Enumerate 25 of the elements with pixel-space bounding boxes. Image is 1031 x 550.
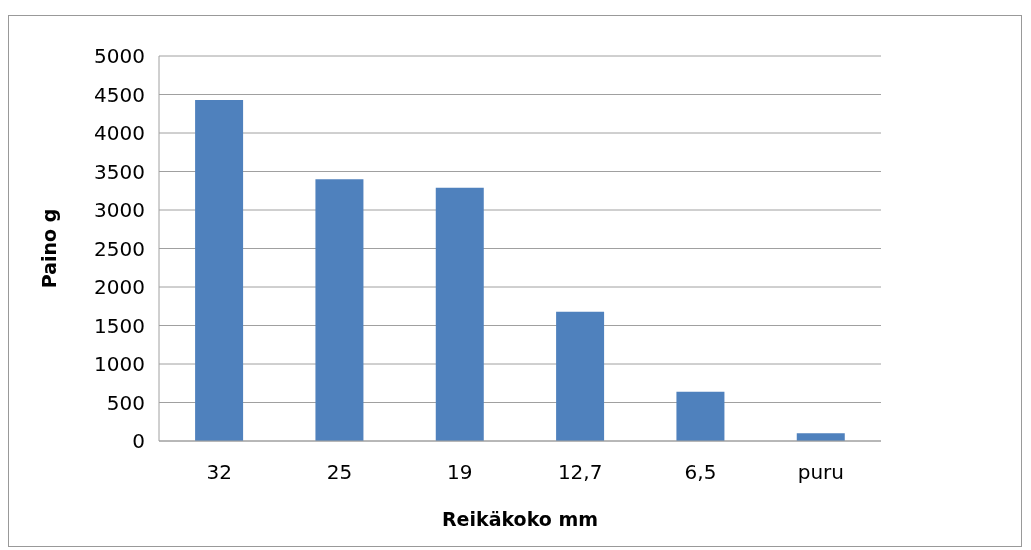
y-tick-label: 4500 xyxy=(94,82,145,107)
y-tick-label: 3500 xyxy=(94,159,145,184)
x-tick-label: 25 xyxy=(326,460,353,485)
bar xyxy=(796,433,845,441)
y-axis-title: Paino g xyxy=(37,208,60,289)
x-tick-label: 12,7 xyxy=(557,460,603,485)
bar xyxy=(556,311,605,441)
x-tick-label: 32 xyxy=(206,460,232,485)
y-tick-label: 0 xyxy=(132,429,145,454)
y-tick-label: 2500 xyxy=(94,236,145,261)
y-tick-label: 3000 xyxy=(94,198,145,223)
y-tick-label: 5000 xyxy=(94,44,145,69)
bar xyxy=(435,187,484,441)
bar xyxy=(676,391,725,441)
x-axis-title: Reikäkoko mm xyxy=(441,508,599,530)
x-tick-label: 6,5 xyxy=(684,460,717,485)
x-tick-label: puru xyxy=(797,460,844,485)
y-tick-label: 500 xyxy=(106,390,145,415)
bar xyxy=(195,99,244,441)
y-tick-label: 1000 xyxy=(94,352,145,377)
y-tick-label: 4000 xyxy=(94,121,145,146)
y-tick-label: 2000 xyxy=(94,275,145,300)
x-tick-label: 19 xyxy=(447,460,473,485)
y-tick-label: 1500 xyxy=(94,313,145,338)
bar xyxy=(315,179,364,441)
